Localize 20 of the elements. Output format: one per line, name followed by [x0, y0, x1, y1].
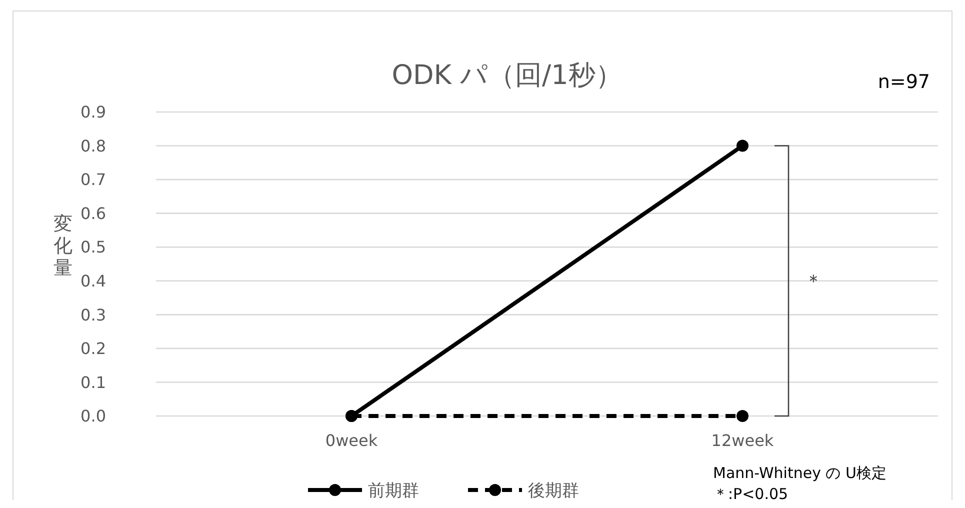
y-tick-label: 0.5 — [80, 238, 106, 257]
text: n=97 — [878, 71, 930, 93]
y-axis-title: 変化量 — [54, 213, 72, 279]
y-tick-label: 0.0 — [80, 406, 106, 426]
y-tick-label: 0.8 — [80, 136, 106, 156]
chart-title: ODK パ（回/1秒） — [392, 60, 622, 91]
annotation: ＊ — [804, 271, 822, 292]
y-tick-label: 0.4 — [80, 271, 106, 290]
legend-label: 後期群 — [528, 480, 579, 501]
y-tick-label: 0.3 — [80, 305, 106, 324]
text: Mann-Whitney の U検定 — [713, 464, 886, 482]
legend-label: 前期群 — [368, 480, 419, 501]
x-tick-label: 12week — [711, 431, 774, 450]
y-tick-label: 0.2 — [80, 339, 106, 358]
y-tick-label: 0.9 — [80, 102, 106, 122]
y-tick-label: 0.1 — [80, 372, 106, 392]
x-tick-label: 0week — [325, 431, 378, 450]
text: ＊:P<0.05 — [713, 485, 788, 503]
y-tick-label: 0.6 — [80, 204, 106, 223]
y-tick-label: 0.7 — [80, 170, 106, 190]
